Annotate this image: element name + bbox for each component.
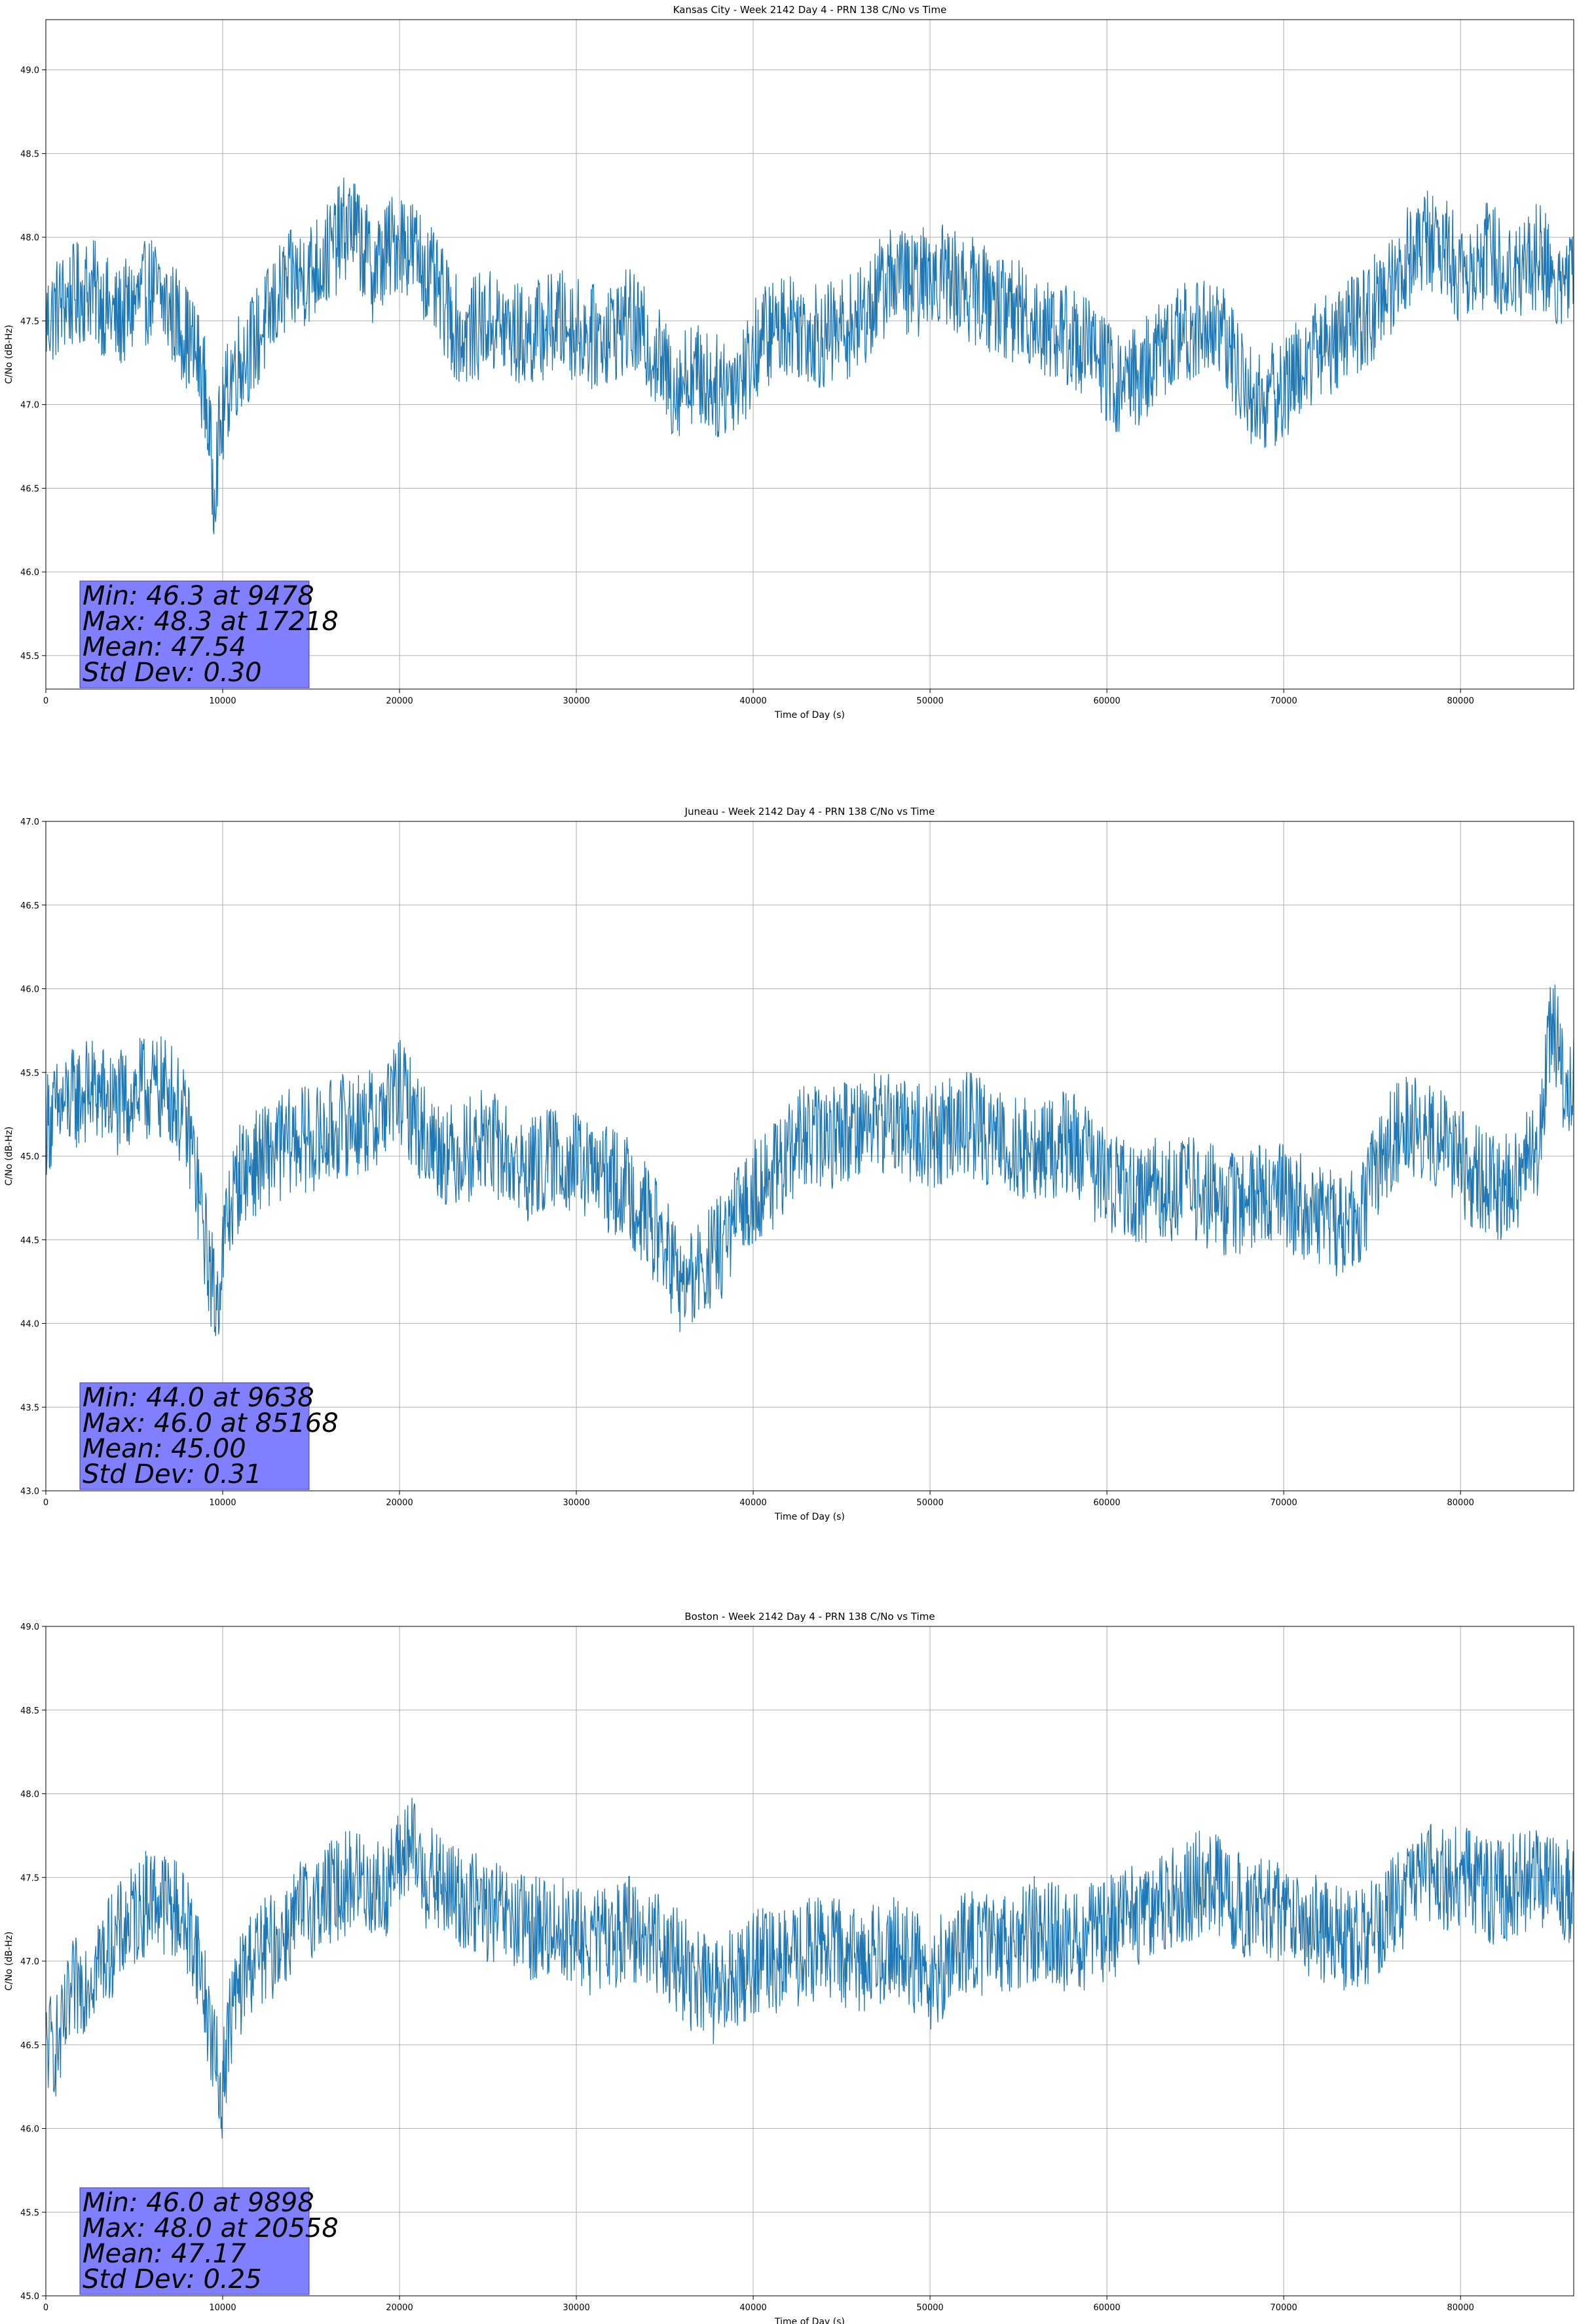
x-tick-label: 10000 — [209, 696, 236, 706]
x-tick-label: 50000 — [916, 2303, 943, 2313]
chart-title: Kansas City - Week 2142 Day 4 - PRN 138 … — [673, 4, 947, 16]
series-line-juneau — [46, 984, 1574, 1336]
x-tick-label: 0 — [43, 2303, 48, 2313]
chart-boston: Boston - Week 2142 Day 4 - PRN 138 C/No … — [4, 1611, 1574, 2324]
stats-box-bg — [79, 1382, 310, 1490]
stats-line: Mean: 45.00 — [83, 1434, 246, 1464]
y-axis-label: C/No (dB-Hz) — [4, 1932, 14, 1991]
x-tick-label: 80000 — [1447, 696, 1474, 706]
stats-line: Max: 46.0 at 85168 — [83, 1408, 339, 1438]
plot-frame — [45, 19, 1574, 690]
x-tick-label: 80000 — [1447, 2303, 1474, 2313]
y-tick-label: 47.0 — [20, 817, 39, 827]
y-tick-label: 45.0 — [20, 2292, 39, 2302]
x-tick-label: 50000 — [916, 1498, 943, 1508]
x-axis-label: Time of Day (s) — [774, 710, 845, 721]
stats-box-bg — [79, 580, 310, 688]
y-tick-label: 46.0 — [20, 2125, 39, 2135]
x-axis-label: Time of Day (s) — [774, 1512, 845, 1522]
x-tick-label: 30000 — [563, 1498, 589, 1508]
chart-kansas-city: Kansas City - Week 2142 Day 4 - PRN 138 … — [4, 4, 1574, 721]
stats-line: Mean: 47.54 — [83, 632, 246, 662]
plot-frame — [45, 821, 1574, 1491]
x-axis-label: Time of Day (s) — [774, 2317, 845, 2324]
stats-line: Min: 46.0 at 9898 — [83, 2188, 314, 2218]
x-tick-label: 0 — [43, 696, 48, 706]
series-line-boston — [46, 1797, 1574, 2139]
chart-juneau: Juneau - Week 2142 Day 4 - PRN 138 C/No … — [4, 806, 1574, 1522]
chart-title: Boston - Week 2142 Day 4 - PRN 138 C/No … — [684, 1611, 935, 1622]
x-tick-label: 70000 — [1270, 1498, 1297, 1508]
stats-line: Max: 48.0 at 20558 — [83, 2213, 339, 2243]
stats-line: Min: 44.0 at 9638 — [83, 1383, 314, 1413]
stats-box-bg — [79, 2187, 310, 2295]
y-axis-label: C/No (dB-Hz) — [4, 1127, 14, 1186]
y-tick-label: 46.5 — [20, 2041, 39, 2051]
x-tick-label: 10000 — [209, 1498, 236, 1508]
x-tick-label: 0 — [43, 1498, 48, 1508]
y-tick-label: 49.0 — [20, 66, 39, 76]
y-tick-label: 46.5 — [20, 901, 39, 911]
x-tick-label: 30000 — [563, 2303, 589, 2313]
y-tick-label: 44.0 — [20, 1320, 39, 1330]
x-tick-label: 70000 — [1270, 696, 1297, 706]
x-tick-label: 50000 — [916, 696, 943, 706]
x-tick-label: 60000 — [1093, 2303, 1120, 2313]
y-tick-label: 47.0 — [20, 401, 39, 411]
y-tick-label: 46.0 — [20, 568, 39, 578]
y-tick-label: 43.0 — [20, 1487, 39, 1497]
y-tick-label: 44.5 — [20, 1236, 39, 1246]
stats-line: Std Dev: 0.31 — [83, 1459, 262, 1490]
x-tick-label: 40000 — [739, 1498, 766, 1508]
chart-title: Juneau - Week 2142 Day 4 - PRN 138 C/No … — [684, 806, 935, 817]
x-tick-label: 20000 — [386, 696, 413, 706]
x-tick-label: 10000 — [209, 2303, 236, 2313]
x-tick-label: 40000 — [739, 696, 766, 706]
stats-line: Std Dev: 0.30 — [83, 658, 262, 688]
x-tick-label: 60000 — [1093, 696, 1120, 706]
y-tick-label: 47.5 — [20, 1873, 39, 1883]
y-tick-label: 48.0 — [20, 233, 39, 243]
plot-frame — [45, 1626, 1574, 2296]
y-axis-label: C/No (dB-Hz) — [4, 325, 14, 384]
x-tick-label: 60000 — [1093, 1498, 1120, 1508]
y-tick-label: 45.0 — [20, 1152, 39, 1162]
series-line-kansas-city — [46, 178, 1574, 534]
y-tick-label: 45.5 — [20, 2208, 39, 2218]
y-tick-label: 45.5 — [20, 1068, 39, 1078]
x-tick-label: 20000 — [386, 2303, 413, 2313]
stats-line: Mean: 47.17 — [83, 2239, 246, 2269]
y-tick-label: 46.5 — [20, 484, 39, 494]
y-tick-label: 45.5 — [20, 652, 39, 662]
y-tick-label: 48.0 — [20, 1790, 39, 1800]
y-tick-label: 49.0 — [20, 1622, 39, 1632]
stats-line: Std Dev: 0.25 — [83, 2264, 262, 2295]
x-tick-label: 80000 — [1447, 1498, 1474, 1508]
stats-line: Max: 48.3 at 17218 — [83, 607, 339, 637]
x-tick-label: 70000 — [1270, 2303, 1297, 2313]
y-tick-label: 47.0 — [20, 1957, 39, 1967]
stats-line: Min: 46.3 at 9478 — [83, 581, 314, 611]
y-tick-label: 46.0 — [20, 985, 39, 995]
x-tick-label: 20000 — [386, 1498, 413, 1508]
x-tick-label: 40000 — [739, 2303, 766, 2313]
y-tick-label: 48.5 — [20, 149, 39, 159]
x-tick-label: 30000 — [563, 696, 589, 706]
y-tick-label: 47.5 — [20, 317, 39, 327]
y-tick-label: 48.5 — [20, 1706, 39, 1716]
y-tick-label: 43.5 — [20, 1403, 39, 1413]
